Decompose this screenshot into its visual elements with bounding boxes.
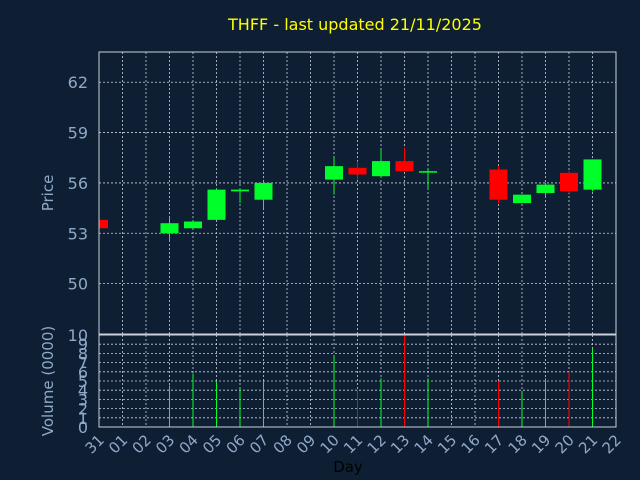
- price-tick-label: 59: [68, 124, 88, 143]
- candle: [98, 219, 108, 229]
- x-tick-label: 06: [223, 431, 249, 457]
- price-axis-label: Price: [39, 175, 57, 212]
- x-tick-label: 16: [458, 431, 484, 457]
- candle-body: [372, 161, 390, 177]
- x-tick-label: 17: [481, 431, 507, 457]
- candle: [536, 182, 555, 199]
- candle: [254, 181, 273, 209]
- x-tick-label: 20: [552, 431, 578, 457]
- candle: [395, 147, 414, 172]
- candle-body: [160, 223, 179, 234]
- x-tick-label: 18: [505, 431, 531, 457]
- x-tick-label: 11: [340, 431, 366, 457]
- volume-tick-label: 3: [78, 390, 88, 409]
- candle: [372, 149, 390, 178]
- x-axis-label: Day: [333, 458, 363, 476]
- candle: [207, 187, 226, 220]
- x-axis-ticks: 3101020304050607080910111213141516171819…: [82, 431, 625, 457]
- volume-tick-label: 10: [68, 326, 88, 345]
- candle-body: [348, 167, 367, 175]
- candle: [489, 166, 508, 204]
- price-panel-frame: [98, 51, 617, 335]
- volume-tick-label: 1: [78, 409, 88, 428]
- x-tick-label: 01: [105, 431, 131, 457]
- x-tick-label: 21: [575, 431, 601, 457]
- price-tick-label: 50: [68, 275, 88, 294]
- volume-tick-label: 7: [78, 354, 88, 373]
- x-tick-label: 02: [129, 431, 155, 457]
- x-tick-label: 07: [246, 431, 272, 457]
- candle-body: [207, 189, 226, 220]
- candle: [560, 171, 578, 193]
- x-tick-label: 04: [176, 431, 202, 457]
- x-tick-label: 13: [387, 431, 413, 457]
- price-tick-label: 53: [68, 224, 88, 243]
- candle: [184, 219, 202, 229]
- candle: [160, 216, 179, 242]
- candle-body: [489, 169, 508, 200]
- candle-body: [254, 182, 273, 200]
- candle-body: [99, 219, 108, 229]
- candle-body: [231, 189, 249, 192]
- candle: [513, 194, 531, 204]
- volume-tick-label: 2: [78, 400, 88, 419]
- candle: [419, 167, 437, 190]
- candle-body: [184, 221, 202, 229]
- price-axis-ticks: 50 53 56 59 62: [68, 73, 88, 293]
- x-tick-label: 05: [199, 431, 225, 457]
- candle: [583, 159, 602, 192]
- x-tick-label: 19: [528, 431, 554, 457]
- candle-body: [419, 171, 437, 173]
- candle-body: [513, 194, 531, 204]
- candle: [231, 187, 249, 204]
- volume-tick-label: 8: [78, 344, 88, 363]
- x-tick-label: 09: [293, 431, 319, 457]
- candle-body: [325, 166, 343, 180]
- x-tick-label: 22: [599, 431, 625, 457]
- x-tick-label: 10: [317, 431, 343, 457]
- x-tick-label: 03: [152, 431, 178, 457]
- x-tick-label: 12: [364, 431, 390, 457]
- candle-body: [536, 184, 555, 193]
- volume-axis-label: Volume (0000): [39, 326, 57, 436]
- volume-tick-label: 0: [78, 418, 88, 437]
- volume-tick-label: 4: [78, 381, 88, 400]
- volume-panel-frame: [98, 334, 617, 428]
- volume-tick-label: 9: [78, 335, 88, 354]
- candle-body: [583, 159, 602, 190]
- candle-body: [560, 172, 578, 192]
- chart-title: THFF - last updated 21/11/2025: [227, 15, 482, 34]
- price-tick-label: 56: [68, 174, 88, 193]
- x-tick-label: 15: [434, 431, 460, 457]
- price-tick-label: 62: [68, 73, 88, 92]
- volume-tick-label: 5: [78, 372, 88, 391]
- candle: [325, 157, 343, 195]
- x-tick-label: 14: [411, 431, 437, 457]
- candle: [348, 161, 367, 180]
- candle-body: [395, 161, 414, 172]
- volume-tick-label: 6: [78, 363, 88, 382]
- x-tick-label: 08: [270, 431, 296, 457]
- volume-bars: [98, 335, 593, 427]
- price-candles: [98, 147, 602, 242]
